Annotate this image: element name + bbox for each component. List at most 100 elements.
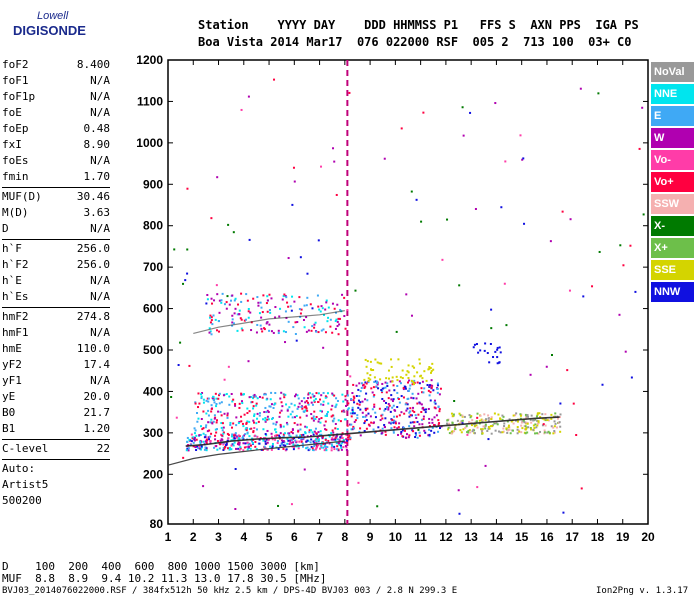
echo-point: [289, 435, 292, 438]
echo-point: [408, 415, 411, 418]
param-row: foEs N/A: [2, 154, 110, 170]
echo-point: [243, 446, 246, 449]
echo-point: [243, 319, 246, 322]
echo-point: [284, 393, 287, 396]
echo-point: [235, 424, 238, 427]
echo-point: [492, 356, 495, 359]
echo-point: [412, 397, 415, 400]
echo-point: [516, 432, 519, 435]
echo-point: [317, 444, 320, 447]
echo-point: [234, 307, 237, 310]
echo-point: [287, 257, 290, 260]
echo-point: [413, 366, 416, 369]
echo-point: [459, 414, 462, 417]
echo-point: [490, 416, 493, 419]
echo-point: [234, 404, 237, 407]
echo-point: [397, 398, 400, 401]
echo-point: [489, 417, 492, 420]
echo-point: [247, 310, 250, 313]
echo-point: [192, 441, 195, 444]
echo-point: [206, 430, 209, 433]
echo-point: [501, 431, 504, 434]
echo-point: [245, 445, 248, 448]
echo-point: [317, 400, 320, 403]
echo-point: [230, 444, 233, 447]
echo-point: [356, 417, 359, 420]
echo-point: [182, 456, 185, 459]
param-value: 256.0: [76, 258, 110, 271]
echo-point: [311, 431, 314, 434]
echo-point: [359, 401, 362, 404]
echo-point: [249, 444, 252, 447]
echo-point: [324, 396, 327, 399]
echo-point: [479, 414, 482, 417]
echo-point: [331, 444, 334, 447]
param-value: 22: [96, 442, 110, 455]
echo-point: [346, 436, 349, 439]
echo-point: [536, 432, 539, 435]
echo-point: [339, 308, 342, 311]
echo-point: [555, 426, 558, 429]
echo-point: [562, 511, 565, 514]
echo-point: [229, 421, 232, 424]
echo-point: [353, 427, 356, 430]
echo-point: [488, 361, 491, 364]
echo-point: [428, 435, 431, 438]
echo-point: [350, 415, 353, 418]
echo-point: [238, 309, 241, 312]
echo-point: [330, 443, 333, 446]
param-value: N/A: [90, 106, 110, 119]
echo-point: [277, 329, 280, 332]
echo-point: [257, 304, 260, 307]
echo-point: [311, 325, 314, 328]
echo-point: [420, 374, 423, 377]
echo-point: [294, 416, 297, 419]
param-row: fmin 1.70: [2, 170, 110, 186]
echo-point: [234, 508, 237, 511]
echo-point: [202, 410, 205, 413]
echo-point: [264, 393, 267, 396]
echo-point: [324, 420, 327, 423]
echo-point: [220, 299, 223, 302]
echo-point: [367, 379, 370, 382]
echo-point: [397, 434, 400, 437]
software-version: Ion2Png v. 1.3.17: [596, 586, 689, 596]
echo-point: [215, 329, 218, 332]
echo-point: [315, 415, 318, 418]
echo-point: [313, 400, 316, 403]
echo-point: [427, 434, 430, 437]
echo-point: [200, 418, 203, 421]
param-row: yF1 N/A: [2, 374, 110, 390]
echo-point: [634, 290, 637, 293]
legend-item: E: [651, 106, 694, 126]
echo-point: [408, 411, 411, 414]
echo-point: [410, 190, 413, 193]
echo-point: [295, 440, 298, 443]
echo-point: [256, 323, 259, 326]
echo-point: [216, 440, 219, 443]
echo-point: [331, 429, 334, 432]
echo-point: [422, 391, 425, 394]
echo-point: [234, 403, 237, 406]
echo-point: [427, 407, 430, 410]
echo-point: [228, 395, 231, 398]
echo-point: [516, 426, 519, 429]
echo-point: [429, 391, 432, 394]
echo-point: [425, 408, 428, 411]
echo-point: [363, 422, 366, 425]
echo-point: [276, 434, 279, 437]
echo-point: [312, 433, 315, 436]
echo-point: [230, 435, 233, 438]
echo-point: [214, 392, 217, 395]
echo-point: [295, 339, 298, 342]
echo-point: [238, 402, 241, 405]
echo-point: [179, 341, 182, 344]
echo-point: [428, 428, 431, 431]
echo-point: [256, 296, 259, 299]
echo-point: [412, 382, 415, 385]
echo-point: [217, 320, 220, 323]
echo-point: [326, 392, 329, 395]
echo-point: [533, 427, 536, 430]
echo-point: [348, 423, 351, 426]
echo-point: [373, 380, 376, 383]
